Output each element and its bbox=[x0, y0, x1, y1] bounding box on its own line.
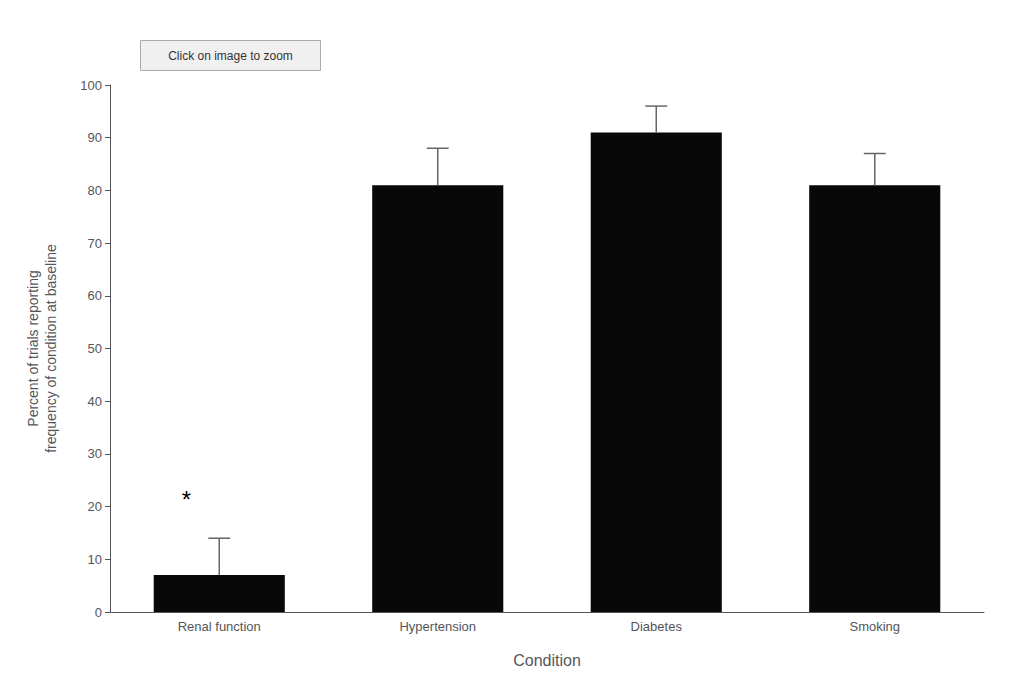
svg-text:Renal function: Renal function bbox=[178, 619, 261, 634]
svg-text:10: 10 bbox=[88, 552, 102, 567]
svg-text:20: 20 bbox=[88, 499, 102, 514]
svg-text:Condition: Condition bbox=[513, 652, 581, 669]
svg-text:40: 40 bbox=[88, 394, 102, 409]
svg-text:*: * bbox=[182, 486, 191, 513]
svg-text:Smoking: Smoking bbox=[849, 619, 900, 634]
svg-text:Diabetes: Diabetes bbox=[631, 619, 683, 634]
svg-text:30: 30 bbox=[88, 446, 102, 461]
svg-text:90: 90 bbox=[88, 130, 102, 145]
svg-text:Hypertension: Hypertension bbox=[399, 619, 476, 634]
svg-text:Click on image to zoom: Click on image to zoom bbox=[168, 49, 293, 63]
svg-text:80: 80 bbox=[88, 183, 102, 198]
svg-text:frequency of condition at base: frequency of condition at baseline bbox=[43, 244, 59, 453]
svg-text:100: 100 bbox=[80, 78, 102, 93]
svg-text:60: 60 bbox=[88, 288, 102, 303]
svg-text:50: 50 bbox=[88, 341, 102, 356]
svg-text:70: 70 bbox=[88, 236, 102, 251]
svg-text:0: 0 bbox=[95, 605, 102, 620]
svg-text:Percent of trials reporting: Percent of trials reporting bbox=[25, 270, 41, 426]
